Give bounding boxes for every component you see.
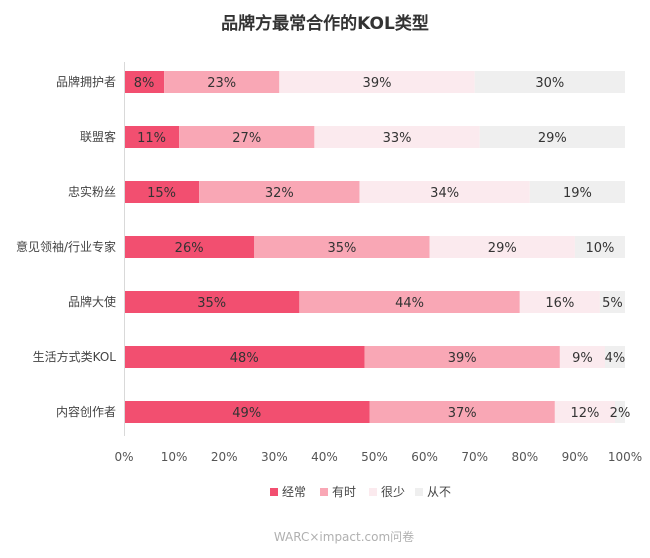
data-label: 26% bbox=[175, 241, 204, 256]
bar-segment bbox=[124, 236, 255, 258]
bar-segment bbox=[474, 71, 625, 93]
data-label: 32% bbox=[265, 186, 294, 201]
data-label: 30% bbox=[535, 76, 564, 91]
data-label: 33% bbox=[383, 131, 412, 146]
bar-segment bbox=[614, 401, 625, 423]
bar-segment bbox=[574, 236, 625, 258]
data-label: 49% bbox=[232, 406, 261, 421]
x-tick-label: 30% bbox=[261, 450, 288, 464]
x-tick-label: 60% bbox=[411, 450, 438, 464]
data-label: 5% bbox=[602, 296, 623, 311]
source-note: WARC×impact.com问卷 bbox=[274, 529, 414, 544]
data-label: 4% bbox=[605, 351, 626, 366]
bar-segment bbox=[199, 181, 360, 203]
data-label: 44% bbox=[395, 296, 424, 311]
data-label: 2% bbox=[610, 406, 631, 421]
bar-segment bbox=[604, 346, 625, 368]
category-label: 内容创作者 bbox=[56, 404, 116, 419]
category-label: 联盟客 bbox=[80, 129, 116, 144]
x-tick-label: 90% bbox=[562, 450, 589, 464]
bar-segment bbox=[359, 181, 530, 203]
x-tick-label: 80% bbox=[511, 450, 538, 464]
data-label: 19% bbox=[563, 186, 592, 201]
bar-segment bbox=[364, 346, 560, 368]
x-tick-label: 10% bbox=[161, 450, 188, 464]
bar-segment bbox=[559, 346, 605, 368]
bar-segment bbox=[479, 126, 625, 148]
bar-segment bbox=[124, 291, 300, 313]
x-tick-label: 20% bbox=[211, 450, 238, 464]
bar-segment bbox=[124, 71, 165, 93]
data-label: 12% bbox=[570, 406, 599, 421]
data-label: 39% bbox=[448, 351, 477, 366]
x-tick-label: 50% bbox=[361, 450, 388, 464]
data-label: 29% bbox=[538, 131, 567, 146]
x-tick-labels: 0% 10% 20% 30% 40% 50% 60% 70% 80% 90% 100% bbox=[114, 450, 642, 464]
legend: 经常 有时 很少 从不 bbox=[270, 485, 451, 499]
legend-swatch bbox=[369, 488, 377, 496]
legend-swatch bbox=[270, 488, 278, 496]
bar-segment bbox=[429, 236, 575, 258]
chart-title: 品牌方最常合作的KOL类型 bbox=[221, 13, 429, 34]
legend-swatch bbox=[320, 488, 328, 496]
legend-label: 从不 bbox=[427, 485, 451, 499]
category-label: 意见领袖/行业专家 bbox=[16, 239, 116, 254]
bar-segment bbox=[124, 346, 365, 368]
data-label: 37% bbox=[448, 406, 477, 421]
bar-segment bbox=[254, 236, 430, 258]
legend-swatch bbox=[415, 488, 423, 496]
category-label: 生活方式类KOL bbox=[33, 349, 117, 364]
bar-segment bbox=[314, 126, 480, 148]
data-label: 16% bbox=[545, 296, 574, 311]
bar-segment bbox=[124, 126, 180, 148]
category-label: 品牌大使 bbox=[68, 294, 116, 309]
bar-segment bbox=[164, 71, 280, 93]
data-label: 9% bbox=[572, 351, 593, 366]
data-label: 35% bbox=[197, 296, 226, 311]
x-tick-label: 100% bbox=[608, 450, 642, 464]
data-label: 15% bbox=[147, 186, 176, 201]
x-tick-label: 40% bbox=[311, 450, 338, 464]
bar-segment bbox=[299, 291, 520, 313]
bars-layer: 8% 23% 39% 30% 11% 27% 33% 29% 15% 32% 34% 19% 26% 35… bbox=[124, 71, 630, 423]
bar-segment bbox=[124, 401, 370, 423]
data-label: 35% bbox=[327, 241, 356, 256]
bar-segment bbox=[519, 291, 600, 313]
data-label: 27% bbox=[232, 131, 261, 146]
data-label: 10% bbox=[585, 241, 614, 256]
data-label: 39% bbox=[363, 76, 392, 91]
data-label: 23% bbox=[207, 76, 236, 91]
bar-segment bbox=[369, 401, 555, 423]
bar-segment bbox=[599, 291, 625, 313]
legend-label: 有时 bbox=[332, 485, 356, 499]
legend-label: 很少 bbox=[381, 485, 405, 499]
x-tick-label: 70% bbox=[461, 450, 488, 464]
data-label: 48% bbox=[230, 351, 259, 366]
data-label: 11% bbox=[137, 131, 166, 146]
data-label: 8% bbox=[134, 76, 155, 91]
data-label: 29% bbox=[488, 241, 517, 256]
x-tick-label: 0% bbox=[114, 450, 133, 464]
category-label: 忠实粉丝 bbox=[68, 184, 116, 199]
bar-segment bbox=[554, 401, 615, 423]
category-label: 品牌拥护者 bbox=[56, 75, 116, 89]
bar-segment bbox=[179, 126, 315, 148]
bar-segment bbox=[529, 181, 625, 203]
data-label: 34% bbox=[430, 186, 459, 201]
bar-segment bbox=[279, 71, 475, 93]
bar-segment bbox=[124, 181, 200, 203]
legend-label: 经常 bbox=[282, 485, 306, 499]
